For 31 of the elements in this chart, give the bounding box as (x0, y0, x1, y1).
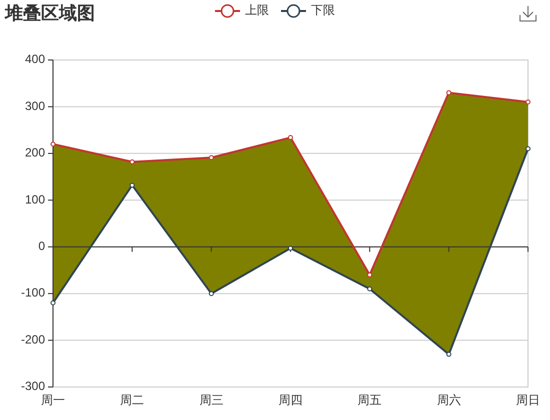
xtick: 周六 (436, 393, 461, 408)
point (208, 291, 214, 296)
xtick: 周二 (120, 393, 144, 408)
ytick: -100 (20, 286, 45, 300)
legend-label: 下限 (311, 3, 335, 18)
ytick: 400 (24, 52, 45, 66)
point (367, 286, 372, 292)
ytick: 100 (24, 192, 45, 206)
xtick: 周五 (358, 393, 382, 408)
ytick: -200 (20, 332, 45, 346)
xtick: 周一 (41, 393, 65, 408)
point (526, 100, 530, 105)
xtick: 周日 (516, 393, 540, 408)
xtick: 周四 (278, 393, 302, 408)
point (50, 300, 56, 306)
point (367, 272, 372, 278)
point (526, 146, 530, 152)
ytick: 0 (38, 239, 45, 254)
point (208, 155, 214, 160)
point (130, 182, 135, 188)
ytick: -300 (20, 379, 45, 394)
point (50, 142, 56, 147)
xtick: 周三 (199, 393, 224, 408)
point (446, 352, 452, 357)
point (446, 90, 452, 96)
ytick: 200 (24, 146, 45, 160)
title: 堆叠区域图 (5, 2, 95, 23)
point (288, 135, 293, 140)
legend-label: 上限 (245, 3, 269, 18)
ytick: 300 (24, 98, 45, 113)
point (130, 159, 135, 164)
